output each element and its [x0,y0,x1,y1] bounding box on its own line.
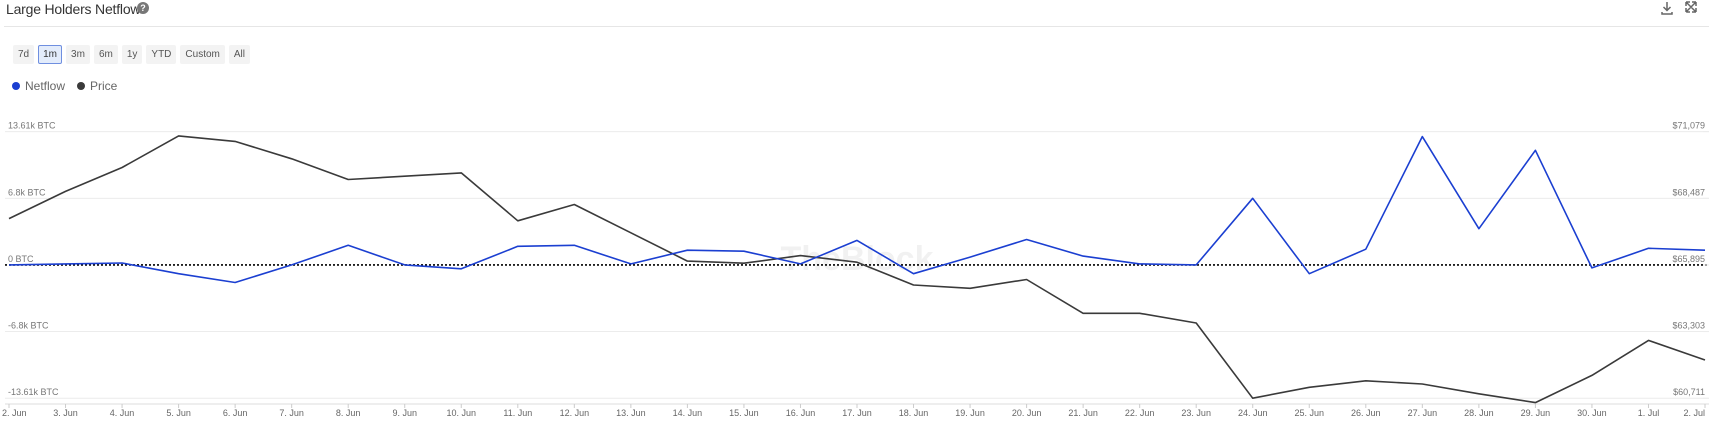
x-tick-label: 18. Jun [899,408,929,418]
x-tick-label: 2. Jun [2,408,27,418]
x-tick-label: 25. Jun [1295,408,1325,418]
help-icon[interactable]: ? [137,2,149,14]
y-tick-label: 0 BTC [8,254,34,264]
x-tick-label: 5. Jun [166,408,191,418]
x-tick-label: 1. Jul [1638,408,1660,418]
range-button[interactable]: 1m [38,45,63,64]
toolbar-icons [1661,1,1697,15]
range-button[interactable]: 3m [66,45,90,64]
legend-marker [77,82,86,90]
x-tick-label: 11. Jun [503,408,532,418]
y2-tick-label: $63,303 [1672,321,1705,331]
x-tick-label: 28. Jun [1464,408,1494,418]
range-button[interactable]: 7d [13,45,35,64]
range-button[interactable]: YTD [146,45,177,64]
range-buttons: 7d 1m 3m 6m 1y YTD Custom All [13,45,250,64]
fullscreen-icon[interactable] [1685,1,1697,13]
watermark: TheBlock [780,240,933,278]
range-button[interactable]: All [228,45,250,64]
y2-tick-label: $60,711 [1673,387,1705,397]
x-tick-label: 23. Jun [1181,408,1211,418]
x-tick-label: 27. Jun [1408,408,1438,418]
legend-label: Price [90,79,118,93]
legend-item[interactable]: Price [77,79,117,93]
y2-tick-label: $71,079 [1672,121,1705,131]
legend-label: Netflow [25,79,66,93]
x-tick-label: 2. Jul [1683,408,1705,418]
x-tick-label: 16. Jun [786,408,816,418]
x-tick-label: 26. Jun [1351,408,1381,418]
x-tick-label: 12. Jun [560,408,590,418]
y-tick-label: 6.8k BTC [8,187,46,197]
x-tick-label: 14. Jun [673,408,703,418]
range-button[interactable]: 6m [93,45,118,64]
x-tick-label: 7. Jun [279,408,304,418]
range-button[interactable]: 1y [121,45,143,64]
x-tick-label: 24. Jun [1238,408,1268,418]
x-tick-label: 3. Jun [53,408,78,418]
x-tick-label: 15. Jun [729,408,759,418]
x-tick-label: 20. Jun [1012,408,1042,418]
legend: Netflow Price [12,79,117,93]
title: Large Holders Netflow [6,1,141,17]
x-tick-label: 6. Jun [223,408,248,418]
x-tick-label: 21. Jun [1068,408,1098,418]
x-tick-label: 30. Jun [1577,408,1607,418]
range-button[interactable]: Custom [180,45,225,64]
download-icon[interactable] [1661,2,1673,15]
header: Large Holders Netflow ? [4,0,1709,27]
y2-tick-label: $65,895 [1672,254,1705,264]
x-tick-label: 4. Jun [110,408,135,418]
x-tick-label: 8. Jun [336,408,361,418]
series-line [8,135,1706,404]
y-tick-label: 13.61k BTC [8,121,56,131]
y2-tick-label: $68,487 [1672,187,1705,197]
series-line [8,135,1706,284]
y-tick-label: -6.8k BTC [8,321,49,331]
x-tick-label: 9. Jun [392,408,417,418]
legend-marker [12,82,20,90]
legend-item[interactable]: Netflow [12,79,65,93]
x-tick-label: 19. Jun [955,408,985,418]
y-tick-label: -13.61k BTC [8,387,59,397]
x-tick-label: 22. Jun [1125,408,1155,418]
x-tick-label: 10. Jun [447,408,477,418]
x-tick-label: 13. Jun [616,408,646,418]
x-tick-label: 29. Jun [1521,408,1551,418]
x-tick-label: 17. Jun [842,408,872,418]
